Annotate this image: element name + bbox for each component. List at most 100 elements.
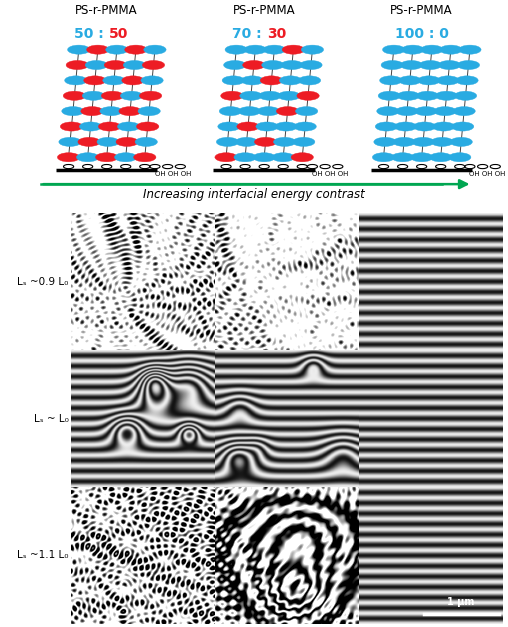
Circle shape [259,91,281,100]
Circle shape [125,45,147,54]
Text: 50: 50 [109,27,129,41]
Circle shape [144,45,166,54]
Circle shape [142,60,165,70]
Circle shape [59,137,81,147]
Circle shape [237,122,259,131]
Circle shape [100,107,122,116]
Circle shape [379,76,402,85]
Circle shape [137,122,159,131]
Circle shape [301,45,324,54]
Circle shape [224,60,246,70]
Circle shape [263,45,285,54]
Circle shape [297,91,319,100]
Text: Lₛ ~1.1 L₀: Lₛ ~1.1 L₀ [17,551,69,561]
Circle shape [222,76,244,85]
Circle shape [432,122,455,131]
Text: PS-r-PMMA: PS-r-PMMA [75,4,138,17]
Circle shape [85,60,108,70]
Circle shape [421,45,443,54]
Circle shape [459,45,481,54]
Circle shape [452,122,474,131]
Text: Increasing interfacial energy contrast: Increasing interfacial energy contrast [143,187,365,201]
Circle shape [99,122,121,131]
Circle shape [275,122,297,131]
Circle shape [416,91,438,100]
Circle shape [394,122,417,131]
Circle shape [393,137,415,147]
Circle shape [414,122,436,131]
Circle shape [431,137,453,147]
Circle shape [243,60,265,70]
Circle shape [375,122,398,131]
Text: Lₛ ~0.9 L₀: Lₛ ~0.9 L₀ [17,277,69,287]
Circle shape [104,60,126,70]
Circle shape [453,107,475,116]
Circle shape [434,107,456,116]
Circle shape [84,76,106,85]
Text: 30: 30 [267,27,286,41]
Circle shape [78,137,100,147]
Circle shape [68,45,90,54]
Circle shape [101,91,123,100]
Circle shape [240,91,262,100]
Circle shape [82,91,105,100]
Text: OH OH OH: OH OH OH [469,171,506,177]
Circle shape [419,60,441,70]
Circle shape [391,153,414,162]
Circle shape [256,122,278,131]
Circle shape [291,153,313,162]
Circle shape [296,107,318,116]
Text: PS-r-PMMA: PS-r-PMMA [233,4,296,17]
Circle shape [258,107,280,116]
Circle shape [116,137,138,147]
Circle shape [378,91,400,100]
Circle shape [215,153,237,162]
Circle shape [437,76,459,85]
Circle shape [450,137,472,147]
Circle shape [396,107,418,116]
Circle shape [220,91,243,100]
Circle shape [300,60,322,70]
Circle shape [79,122,102,131]
Circle shape [218,122,240,131]
Circle shape [134,153,156,162]
Circle shape [415,107,437,116]
Text: 70 :: 70 : [232,27,262,41]
Circle shape [412,137,434,147]
Circle shape [115,153,137,162]
Text: Lₛ ~ L₀: Lₛ ~ L₀ [34,414,69,423]
Circle shape [122,76,144,85]
Circle shape [253,153,275,162]
Circle shape [439,45,462,54]
Circle shape [57,153,80,162]
Circle shape [279,76,302,85]
Circle shape [401,45,424,54]
Circle shape [119,107,141,116]
Circle shape [397,91,420,100]
Text: OH OH OH: OH OH OH [154,171,191,177]
Circle shape [294,122,316,131]
Circle shape [219,107,242,116]
Circle shape [97,137,119,147]
Circle shape [255,137,277,147]
Circle shape [138,107,161,116]
Circle shape [238,107,261,116]
Circle shape [429,153,452,162]
Circle shape [410,153,433,162]
Circle shape [377,107,399,116]
Circle shape [234,153,257,162]
Circle shape [400,60,423,70]
Circle shape [454,91,477,100]
Circle shape [60,122,83,131]
Circle shape [298,76,321,85]
Text: 100 : 0: 100 : 0 [395,27,449,41]
Circle shape [135,137,157,147]
Circle shape [456,76,478,85]
Text: 1 μm: 1 μm [448,598,475,608]
Circle shape [435,91,458,100]
Circle shape [374,137,396,147]
Circle shape [106,45,128,54]
Circle shape [103,76,125,85]
Circle shape [399,76,421,85]
Circle shape [383,45,405,54]
